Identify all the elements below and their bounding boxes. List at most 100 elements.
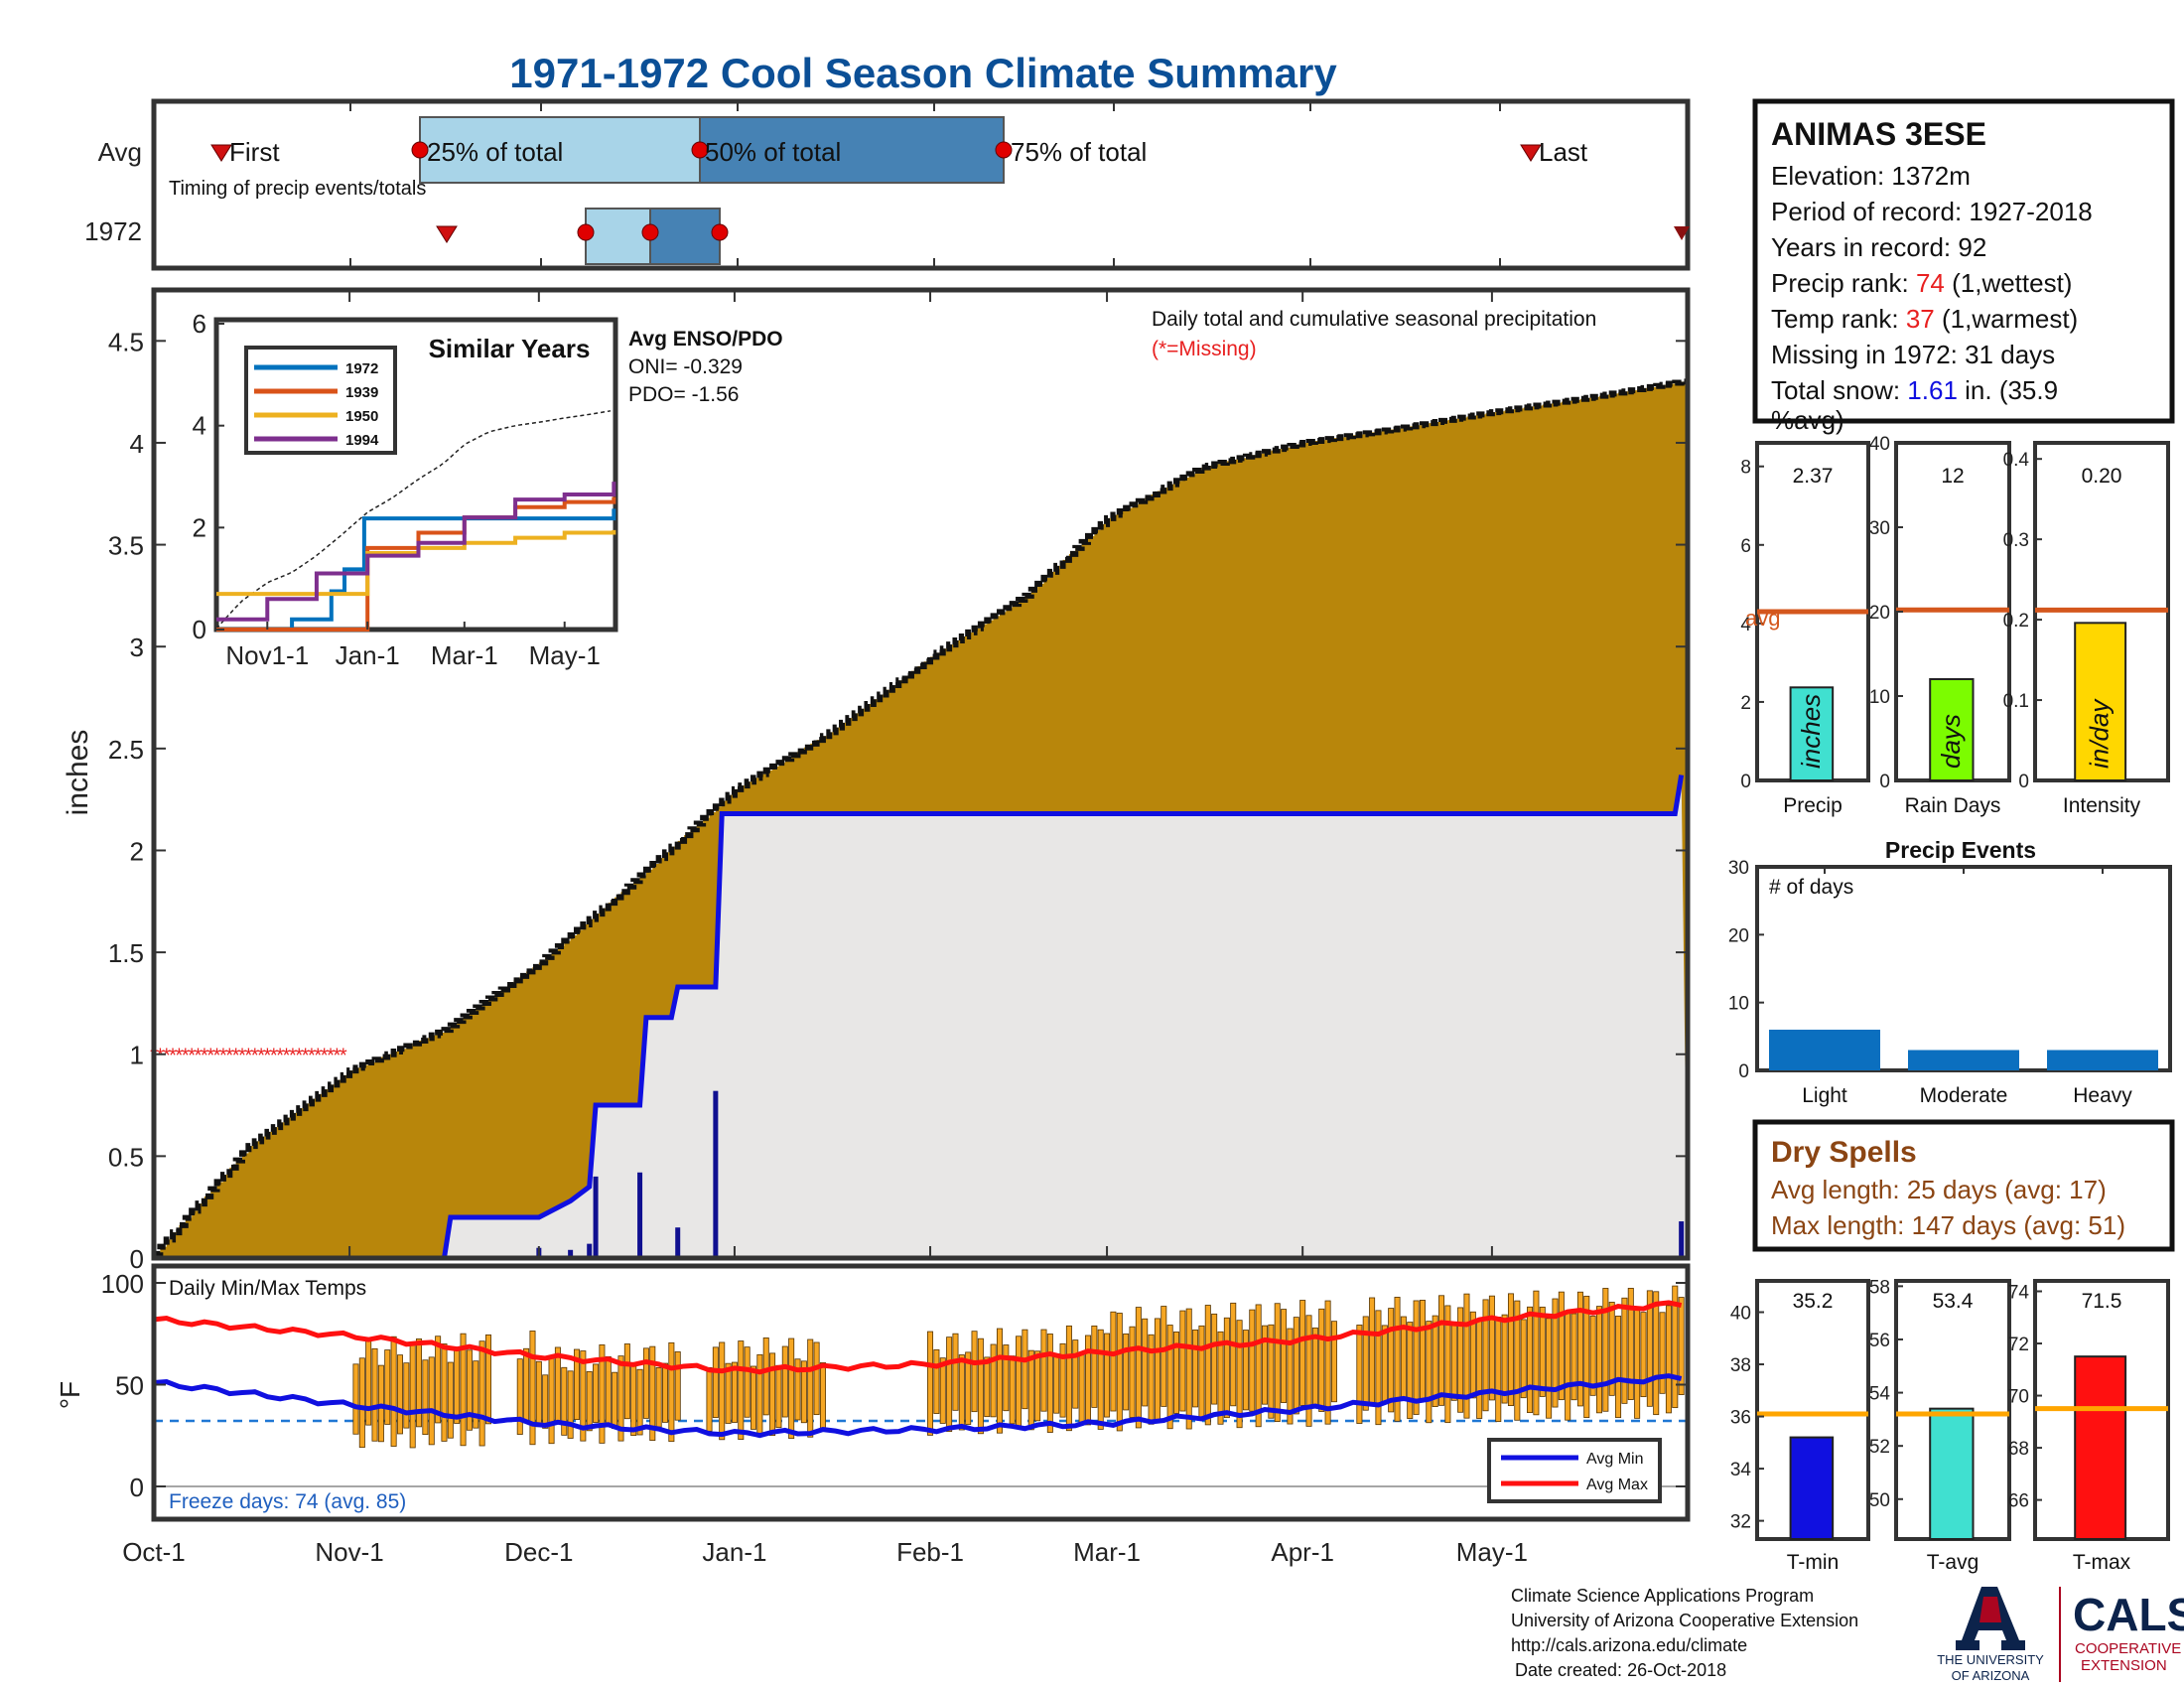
daily-temp-bar bbox=[1123, 1333, 1130, 1411]
daily-temp-bar bbox=[365, 1337, 372, 1426]
temp-y-axis-label: °F bbox=[55, 1381, 85, 1409]
daily-temp-bar bbox=[1576, 1291, 1583, 1407]
daily-temp-bar bbox=[965, 1351, 972, 1425]
daily-temp-bar bbox=[1274, 1303, 1281, 1422]
events-y-tick: 10 bbox=[1728, 994, 1749, 1015]
daily-temp-bar bbox=[599, 1344, 606, 1444]
daily-temp-bar bbox=[1160, 1306, 1167, 1407]
daily-temp-bar bbox=[984, 1356, 991, 1418]
missing-marker: * bbox=[264, 1046, 272, 1067]
daily-temp-bar bbox=[1621, 1297, 1628, 1404]
daily-temp-bar bbox=[1482, 1299, 1489, 1412]
missing-marker: * bbox=[201, 1046, 208, 1067]
inset-y-tick-label: 6 bbox=[193, 309, 206, 339]
missing-marker: * bbox=[257, 1046, 265, 1067]
daily-temp-bar bbox=[1142, 1318, 1149, 1407]
side-bar-tick: 0 bbox=[1740, 772, 1751, 792]
daily-temp-bar bbox=[454, 1348, 461, 1424]
daily-temp-bar bbox=[1520, 1319, 1527, 1399]
events-category-label: Moderate bbox=[1920, 1084, 2008, 1107]
temp-side-tick: 58 bbox=[1869, 1277, 1890, 1298]
ua-logo-line-2: OF ARIZONA bbox=[1952, 1668, 2030, 1683]
inset-y-tick-label: 4 bbox=[193, 411, 206, 441]
timing-avg-50-marker bbox=[691, 141, 709, 159]
inset-x-tick-label: Mar-1 bbox=[431, 640, 498, 670]
enso-title: Avg ENSO/PDO bbox=[628, 328, 783, 351]
inset-series-line bbox=[216, 482, 616, 622]
temperature-panel: 0 50 100 °F Daily Min/Max Temps Freeze day… bbox=[55, 1263, 1691, 1522]
station-info-box: ANIMAS 3ESE Elevation: 1372m Period of r… bbox=[1752, 98, 2175, 435]
daily-temp-bar bbox=[1110, 1311, 1117, 1412]
footer-line-4: Date created: 26-Oct-2018 bbox=[1515, 1660, 1726, 1680]
daily-temp-bar bbox=[460, 1333, 467, 1447]
daily-temp-bar bbox=[396, 1354, 403, 1435]
missing-marker: * bbox=[169, 1046, 177, 1067]
timing-p50-label: 50% of total bbox=[705, 137, 841, 167]
daily-temp-bar bbox=[1514, 1300, 1521, 1421]
station-precip-rank: Precip rank: 74 (1,wettest) bbox=[1771, 268, 2072, 298]
daily-temp-bar bbox=[1268, 1324, 1275, 1419]
missing-marker: * bbox=[238, 1046, 246, 1067]
daily-temp-bar bbox=[1375, 1310, 1382, 1426]
events-bar bbox=[1908, 1050, 2019, 1070]
daily-temp-bar bbox=[1097, 1329, 1104, 1430]
timing-avg-last-marker bbox=[1520, 144, 1542, 162]
daily-temp-bar bbox=[441, 1343, 448, 1442]
daily-temp-bar bbox=[1634, 1308, 1641, 1419]
events-y-ticks: 0 10 20 30 bbox=[1728, 858, 1764, 1082]
daily-temp-bar bbox=[1040, 1329, 1047, 1412]
side-bar-tick: 0 bbox=[2018, 772, 2029, 792]
temp-side-tick: 40 bbox=[1730, 1304, 1751, 1325]
temp-side-value: 53.4 bbox=[1933, 1290, 1974, 1313]
temp-side-tick: 68 bbox=[2008, 1439, 2029, 1460]
main-y-tick-label: 1.5 bbox=[108, 938, 144, 968]
temp-side-bar bbox=[1789, 1436, 1835, 1541]
daily-temp-bar bbox=[939, 1357, 946, 1424]
daily-temp-bar bbox=[1426, 1321, 1433, 1424]
inset-series bbox=[216, 482, 616, 632]
main-x-tick-label: Mar-1 bbox=[1073, 1537, 1141, 1567]
inset-title: Similar Years bbox=[429, 334, 591, 363]
side-bar-tick: 6 bbox=[1740, 536, 1751, 557]
timing-1972-first-marker bbox=[436, 225, 458, 243]
station-temp-rank: Temp rank: 37 (1,warmest) bbox=[1771, 304, 2078, 334]
daily-temp-bar bbox=[1369, 1297, 1376, 1406]
inset-legend-label: 1972 bbox=[345, 360, 378, 377]
temp-bar-charts: 35.2 T-min 32 34 36 38 40 53.4 T-avg 50 52 54 56 58 71… bbox=[1730, 1277, 2170, 1574]
daily-temp-bar bbox=[1198, 1325, 1205, 1419]
daily-temp-bar bbox=[800, 1360, 807, 1424]
main-y-tick-label: 4 bbox=[130, 429, 144, 459]
avg-min-line bbox=[153, 1373, 1683, 1439]
missing-marker: * bbox=[156, 1046, 164, 1067]
daily-temp-bar bbox=[1432, 1315, 1438, 1407]
daily-temp-bar bbox=[523, 1347, 530, 1424]
inset-x-ticks: Nov1-1 Jan-1 Mar-1 May-1 bbox=[225, 622, 601, 670]
daily-temp-bar bbox=[1678, 1297, 1685, 1395]
daily-precip-bar bbox=[587, 1243, 593, 1258]
daily-temp-bar bbox=[573, 1348, 580, 1420]
missing-data-markers: ******************************* bbox=[150, 1046, 347, 1067]
missing-marker: * bbox=[302, 1046, 310, 1067]
daily-temp-bar bbox=[1072, 1339, 1079, 1409]
daily-temp-bar bbox=[1595, 1306, 1602, 1414]
missing-marker: * bbox=[314, 1046, 322, 1067]
daily-temp-bar bbox=[1217, 1331, 1224, 1425]
temp-title: Daily Min/Max Temps bbox=[169, 1277, 366, 1300]
main-y-axis-label: inches bbox=[62, 730, 94, 816]
daily-temp-bar bbox=[1104, 1333, 1111, 1418]
daily-temp-bar bbox=[1192, 1329, 1199, 1408]
missing-marker: * bbox=[308, 1046, 316, 1067]
daily-temp-bar bbox=[554, 1346, 561, 1422]
daily-temp-bar bbox=[1281, 1309, 1288, 1403]
daily-precip-bar bbox=[713, 1090, 719, 1258]
daily-temp-bar bbox=[977, 1337, 984, 1435]
inset-x-tick-label: Jan-1 bbox=[336, 640, 400, 670]
missing-marker: * bbox=[195, 1046, 203, 1067]
daily-temp-bar bbox=[649, 1345, 656, 1442]
daily-temp-bar bbox=[1223, 1317, 1230, 1419]
main-y-tick-label: 2 bbox=[130, 836, 144, 866]
timing-first-label: First bbox=[229, 137, 280, 167]
timing-row-avg-label: Avg bbox=[98, 137, 142, 167]
temp-side-label: T-min bbox=[1787, 1551, 1840, 1574]
daily-temp-bar bbox=[990, 1343, 997, 1418]
